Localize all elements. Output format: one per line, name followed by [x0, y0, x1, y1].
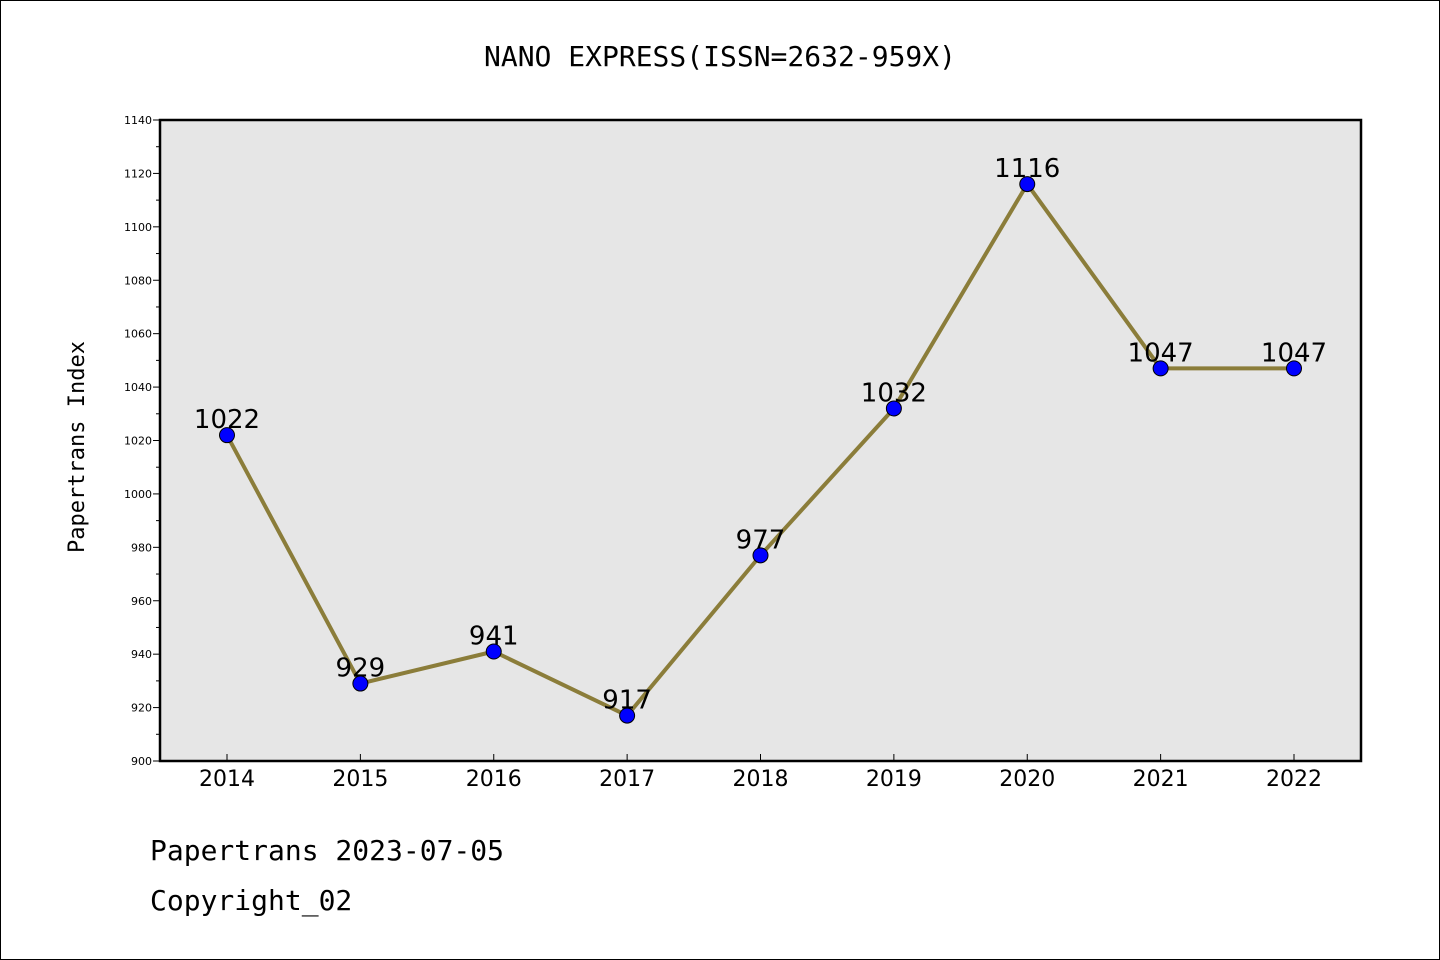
- x-tick-label: 2014: [199, 767, 255, 792]
- y-tick-label: 1100: [124, 221, 152, 234]
- y-tick-label: 1120: [124, 167, 152, 180]
- data-point: [752, 547, 769, 564]
- footer-copyright: Copyright_02: [150, 884, 353, 917]
- data-point: [1286, 360, 1302, 377]
- x-tick-label: 2019: [866, 767, 922, 792]
- data-point: [1152, 360, 1169, 377]
- y-tick-label: 960: [131, 595, 152, 608]
- y-tick-label: 920: [131, 702, 152, 715]
- footer-date: Papertrans 2023-07-05: [150, 834, 505, 867]
- chart-title: NANO EXPRESS(ISSN=2632-959X): [484, 40, 956, 73]
- data-label: 1116: [994, 154, 1060, 184]
- data-point: [885, 400, 902, 417]
- data-label: 977: [736, 525, 786, 555]
- y-tick-label: 1000: [124, 488, 152, 501]
- data-point: [219, 427, 235, 444]
- data-label: 1047: [1261, 338, 1327, 368]
- data-label: 1032: [861, 378, 927, 408]
- x-tick-label: 2016: [466, 767, 522, 792]
- data-point: [485, 643, 502, 660]
- data-label: 941: [469, 621, 519, 651]
- y-axis-label: Papertrans Index: [65, 341, 90, 553]
- y-tick-label: 1140: [124, 114, 152, 127]
- data-label: 1022: [194, 405, 260, 435]
- data-point: [619, 707, 636, 724]
- y-axis: 900 920 940 960 980 1000 1020 1040 1060 1080 1100 1…: [124, 114, 160, 768]
- data-label-group: 1022 929 941 917 977 1032 1116 1047 1047: [194, 154, 1327, 715]
- y-tick-label: 900: [131, 755, 152, 768]
- y-tick-label: 1040: [124, 381, 152, 394]
- x-tick-label: 2015: [332, 767, 388, 792]
- y-tick-label: 1080: [124, 274, 152, 287]
- data-label: 1047: [1128, 338, 1194, 368]
- x-tick-label: 2022: [1266, 767, 1322, 792]
- plot-area: [160, 120, 1361, 761]
- x-tick-label: 2020: [999, 767, 1055, 792]
- y-tick-label: 1060: [124, 328, 152, 341]
- data-label: 917: [602, 686, 652, 716]
- x-tick-label: 2017: [599, 767, 655, 792]
- y-tick-label: 980: [131, 541, 152, 554]
- marker-group: [219, 176, 1302, 724]
- data-point: [352, 675, 369, 692]
- x-axis: 2014 2015 2016 2017 2018 2019 2020 2021 2022: [199, 754, 1322, 792]
- y-tick-label: 940: [131, 648, 152, 661]
- x-tick-label: 2021: [1133, 767, 1189, 792]
- plot-border: [158, 118, 1363, 763]
- data-point: [1019, 176, 1036, 193]
- data-label: 929: [336, 654, 386, 684]
- y-tick-label: 1020: [124, 435, 152, 448]
- x-tick-label: 2018: [733, 767, 789, 792]
